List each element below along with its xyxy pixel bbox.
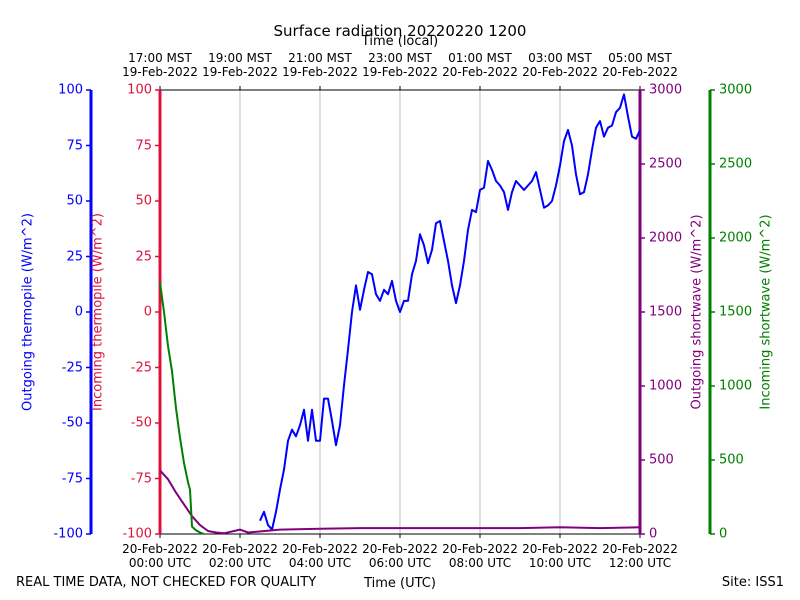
- y-tick-label: 50: [135, 193, 152, 209]
- y-tick-label: -25: [61, 360, 83, 375]
- y-tick-label: 2500: [649, 156, 683, 172]
- y-axis-label: Incoming shortwave (W/m^2): [759, 214, 774, 409]
- y-tick-label: 3000: [719, 82, 753, 98]
- x-axis-label: Time (UTC): [364, 576, 436, 591]
- y-tick-label: 500: [719, 452, 744, 468]
- y-tick-label: 3000: [649, 82, 683, 98]
- top-axis-label: Time (local): [361, 34, 439, 49]
- data-line: [159, 469, 641, 535]
- y-tick-label: -100: [122, 526, 152, 542]
- y-tick-label: 25: [135, 249, 152, 264]
- top-tick-label: 05:00 MST 20-Feb-2022: [602, 51, 678, 79]
- y-tick-label: 0: [649, 526, 658, 542]
- top-tick-label: 19:00 MST 19-Feb-2022: [202, 51, 278, 79]
- x-tick-label: 20-Feb-2022 00:00 UTC: [122, 542, 198, 570]
- y-tick-label: -50: [61, 415, 83, 431]
- y-tick-label: -100: [53, 526, 83, 542]
- top-tick-label: 03:00 MST 20-Feb-2022: [522, 51, 598, 79]
- data-line: [159, 282, 205, 535]
- y-tick-label: 2000: [649, 230, 683, 246]
- y-tick-label: -50: [130, 415, 152, 431]
- data-line: [259, 93, 641, 531]
- chart-title: Surface radiation 20220220 1200: [273, 22, 527, 40]
- x-tick-label: 20-Feb-2022 08:00 UTC: [442, 542, 518, 570]
- y-tick-label: -25: [130, 360, 152, 375]
- y-tick-label: 1500: [649, 304, 683, 320]
- x-tick-label: 20-Feb-2022 06:00 UTC: [362, 542, 438, 570]
- footer-note: REAL TIME DATA, NOT CHECKED FOR QUALITY: [16, 575, 317, 590]
- y-axis-label: Outgoing shortwave (W/m^2): [690, 214, 705, 409]
- y-tick-label: 0: [719, 526, 728, 542]
- y-tick-label: -75: [61, 471, 83, 486]
- y-tick-label: 500: [649, 452, 674, 468]
- x-tick-label: 20-Feb-2022 10:00 UTC: [522, 542, 598, 570]
- y-tick-label: 1500: [719, 304, 753, 320]
- y-axis-label: Outgoing thermopile (W/m^2): [21, 213, 36, 411]
- x-tick-label: 20-Feb-2022 04:00 UTC: [282, 542, 358, 570]
- x-tick-label: 20-Feb-2022 02:00 UTC: [202, 542, 278, 570]
- y-tick-label: 75: [66, 138, 83, 153]
- y-tick-label: 100: [58, 82, 83, 98]
- top-tick-label: 17:00 MST 19-Feb-2022: [122, 51, 198, 79]
- x-tick-label: 20-Feb-2022 12:00 UTC: [602, 542, 678, 570]
- y-tick-label: -75: [130, 471, 152, 486]
- y-tick-label: 25: [66, 249, 83, 264]
- y-tick-label: 100: [127, 82, 152, 98]
- y-tick-label: 0: [143, 304, 152, 320]
- y-tick-label: 75: [135, 138, 152, 153]
- top-tick-label: 01:00 MST 20-Feb-2022: [442, 51, 518, 79]
- top-tick-label: 23:00 MST 19-Feb-2022: [362, 51, 438, 79]
- y-tick-label: 1000: [719, 378, 753, 394]
- y-axis-label: Incoming thermopile (W/m^2): [91, 213, 106, 411]
- y-tick-label: 50: [66, 193, 83, 209]
- y-tick-label: 0: [74, 304, 83, 320]
- site-label: Site: ISS1: [721, 575, 784, 590]
- y-tick-label: 2000: [719, 230, 753, 246]
- y-tick-label: 1000: [649, 378, 683, 394]
- top-tick-label: 21:00 MST 19-Feb-2022: [282, 51, 358, 79]
- y-tick-label: 2500: [719, 156, 753, 172]
